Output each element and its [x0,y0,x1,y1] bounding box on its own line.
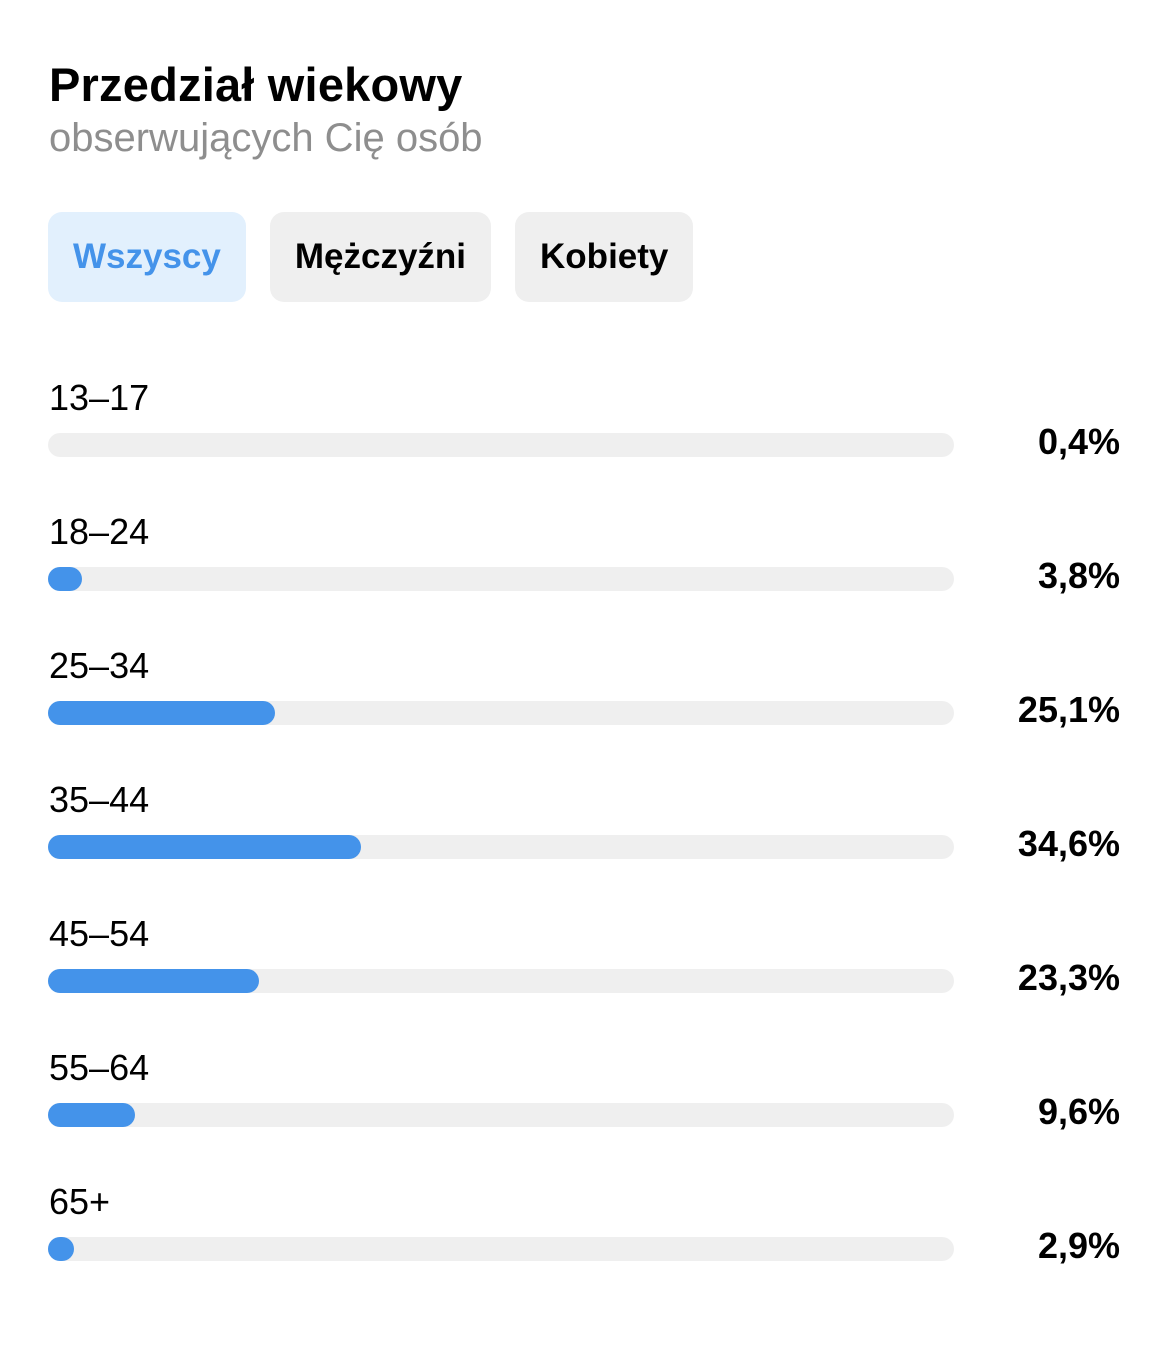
chart-subtitle: obserwujących Cię osób [49,116,483,160]
bar-fill [48,1103,135,1127]
bar-track [48,701,954,725]
percentage-value: 34,6% [1017,823,1120,864]
bar-fill [48,969,260,993]
age-range-row: 13–17 0,4% [48,372,1120,506]
bar-fill [48,701,276,725]
age-range-label: 35–44 [49,779,150,820]
age-range-label: 18–24 [49,511,150,552]
age-range-label: 13–17 [49,377,150,418]
age-range-label: 65+ [49,1181,111,1222]
bar-track [48,1103,954,1127]
filter-men-button[interactable]: Mężczyźni [269,212,492,302]
age-range-row: 45–54 23,3% [48,908,1120,1042]
age-range-row: 55–64 9,6% [48,1042,1120,1176]
percentage-value: 25,1% [1017,689,1120,730]
age-range-label: 25–34 [49,645,150,686]
gender-filter-tabs: Wszyscy Mężczyźni Kobiety [48,212,694,302]
age-range-row: 35–44 34,6% [48,774,1120,908]
bar-track [48,567,954,591]
chart-title: Przedział wiekowy [49,58,463,111]
age-range-label: 45–54 [49,913,150,954]
percentage-value: 9,6% [1037,1091,1120,1132]
filter-women-button[interactable]: Kobiety [515,212,694,302]
filter-all-button[interactable]: Wszyscy [48,212,246,302]
age-range-label: 55–64 [49,1047,150,1088]
age-range-row: 18–24 3,8% [48,506,1120,640]
percentage-value: 23,3% [1017,957,1120,998]
age-range-chart: 13–17 0,4% 18–24 3,8% 25–34 25,1% 35–44 34,6% 45… [48,372,1120,1310]
age-range-row: 65+ 2,9% [48,1176,1120,1310]
bar-track [48,1237,954,1261]
bar-track [48,969,954,993]
bar-fill [48,835,362,859]
age-range-row: 25–34 25,1% [48,640,1120,774]
bar-fill [48,567,83,591]
bar-track [48,835,954,859]
bar-track [48,433,954,457]
percentage-value: 0,4% [1037,421,1120,462]
percentage-value: 3,8% [1037,555,1120,596]
bar-fill [48,1237,75,1261]
percentage-value: 2,9% [1037,1225,1120,1266]
